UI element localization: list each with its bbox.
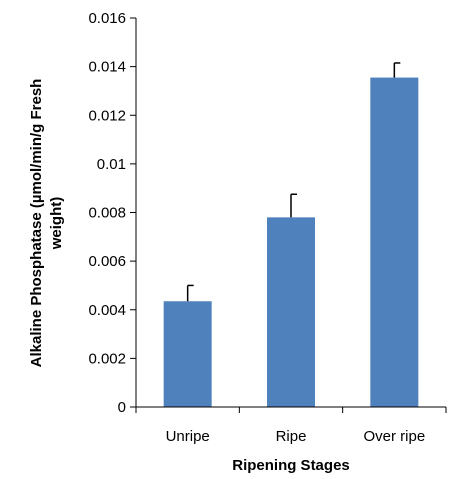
tick-labels-layer: Unripe Ripe Over ripe 0 0.002 0.004 0.006 0.008… (88, 10, 425, 445)
y-axis-title: Alkaline Phosphatase (µmol/min/g Fresh w… (28, 79, 65, 368)
axes-layer (130, 17, 447, 413)
y-tick-label-7: 0.014 (88, 59, 126, 76)
y-tick-label-4: 0.008 (88, 205, 126, 222)
y-tick-label-2: 0.004 (88, 302, 126, 319)
bar-over-ripe (370, 77, 419, 408)
bar-unripe (163, 301, 212, 407)
x-axis-title: Ripening Stages (232, 457, 350, 474)
y-axis-title-line-1: Alkaline Phosphatase (µmol/min/g Fresh (28, 79, 45, 368)
y-tick-label-3: 0.006 (88, 253, 126, 270)
bar-ripe (267, 217, 315, 407)
y-tick-label-1: 0.002 (88, 350, 126, 367)
y-tick-label-0: 0 (118, 399, 126, 416)
y-axis-title-line-2: weight) (48, 197, 65, 251)
y-tick-label-5: 0.01 (97, 156, 126, 173)
y-tick-label-6: 0.012 (88, 107, 126, 124)
x-tick-label-ripe: Ripe (276, 428, 307, 445)
x-tick-label-over-ripe: Over ripe (363, 428, 425, 445)
x-tick-label-unripe: Unripe (166, 428, 210, 445)
bars-layer (163, 77, 419, 408)
y-tick-label-8: 0.016 (88, 10, 126, 27)
error-bars-layer (186, 62, 401, 302)
